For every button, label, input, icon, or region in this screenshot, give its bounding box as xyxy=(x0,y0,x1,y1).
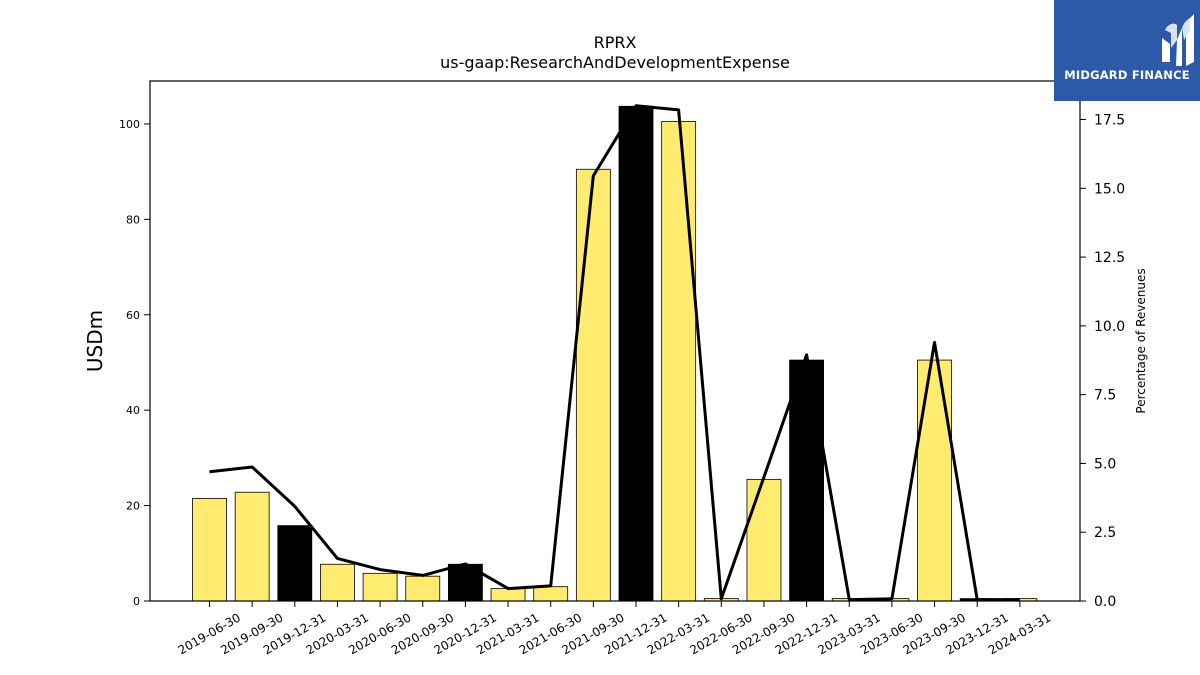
revenue-percentage-line xyxy=(209,104,1020,602)
left-axis: 0 20 40 60 80 100 xyxy=(119,118,150,608)
y-tick-label: 80 xyxy=(126,213,140,226)
y-tick-label: 0 xyxy=(133,595,140,608)
y2-tick-label: 17.5 xyxy=(1094,113,1125,129)
line-layer xyxy=(209,104,1020,602)
bar xyxy=(533,586,569,602)
y-axis-label: USDm xyxy=(83,310,107,372)
y2-tick-label: 2.5 xyxy=(1094,525,1116,541)
chart-subtitle: us-gaap:ResearchAndDevelopmentExpense xyxy=(440,53,790,72)
y2-tick-label: 5.0 xyxy=(1094,456,1116,472)
bar xyxy=(362,572,398,602)
y2-tick-label: 7.5 xyxy=(1094,388,1116,404)
brand-logo: MIDGARD FINANCE xyxy=(1054,0,1200,101)
y-tick-label: 100 xyxy=(119,118,140,131)
bar xyxy=(746,478,782,602)
chart-title: RPRX xyxy=(594,33,637,52)
y-tick-label: 40 xyxy=(126,404,140,417)
plot-frame xyxy=(149,80,1081,602)
y-tick-label: 60 xyxy=(126,309,140,322)
y2-tick-label: 12.5 xyxy=(1094,250,1125,266)
midgard-logo-icon xyxy=(1162,14,1194,66)
x-axis: 2019-06-302019-09-302019-12-312020-03-31… xyxy=(176,601,1053,657)
y2-axis-label: Percentage of Revenues xyxy=(1134,268,1148,413)
bar xyxy=(917,359,952,602)
right-axis: 0.0 2.5 5.0 7.5 10.0 12.5 15.0 17.5 xyxy=(1080,113,1125,610)
y2-tick-label: 10.0 xyxy=(1094,319,1125,335)
y2-tick-label: 0.0 xyxy=(1094,594,1116,610)
bar xyxy=(490,588,526,602)
bar xyxy=(575,168,611,602)
y2-tick-label: 15.0 xyxy=(1094,181,1125,197)
y-tick-label: 20 xyxy=(126,500,140,513)
bar xyxy=(618,105,654,602)
bars-layer xyxy=(192,105,1038,602)
bar xyxy=(277,525,313,602)
bar xyxy=(661,121,697,602)
bar xyxy=(320,563,355,602)
bar xyxy=(789,359,824,602)
bar xyxy=(234,491,270,602)
bar xyxy=(405,575,441,602)
brand-name: MIDGARD FINANCE xyxy=(1064,68,1190,82)
bar xyxy=(192,498,227,602)
